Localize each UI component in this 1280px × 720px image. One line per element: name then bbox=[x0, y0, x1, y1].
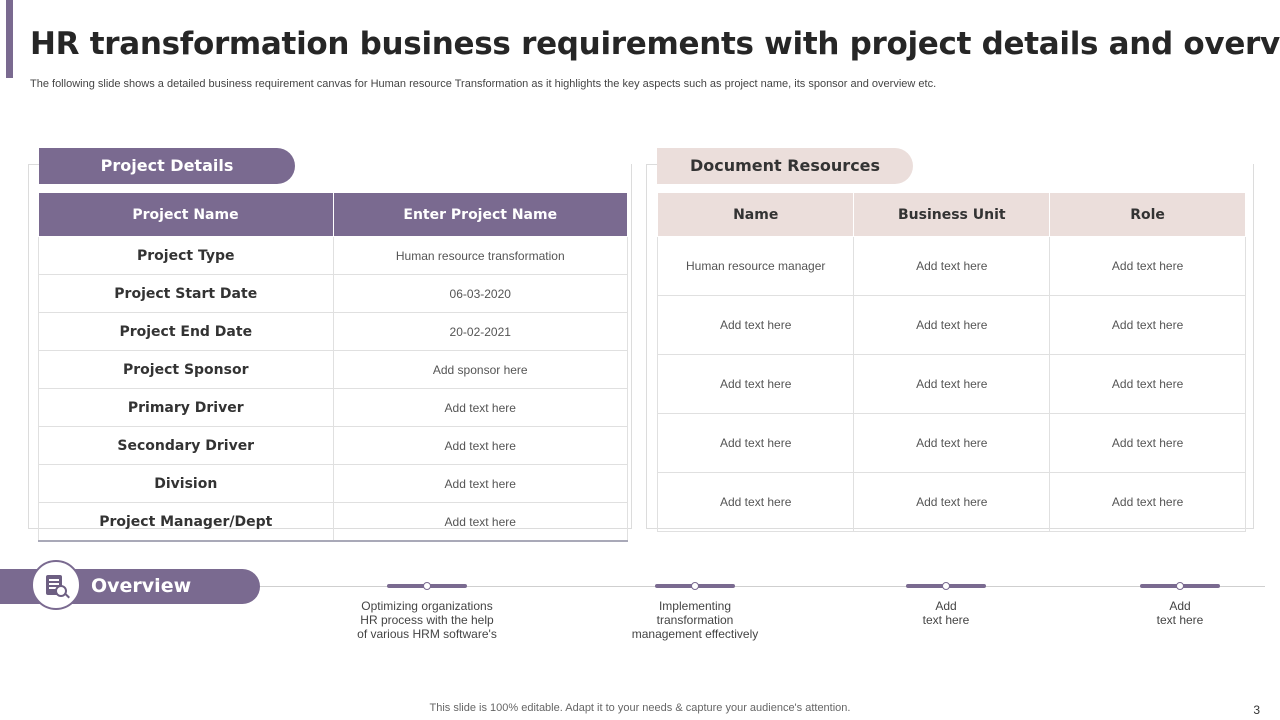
table-row: Division Add text here bbox=[38, 464, 628, 503]
table-row: Add text here Add text here Add text her… bbox=[656, 472, 1246, 532]
project-type-label: Project Type bbox=[38, 236, 334, 275]
project-sponsor-value[interactable]: Add sponsor here bbox=[332, 350, 628, 389]
project-details-table: Project Name Enter Project Name Project … bbox=[38, 192, 628, 542]
footer-note: This slide is 100% editable. Adapt it to… bbox=[429, 702, 851, 714]
column-header-role: Role bbox=[1049, 192, 1246, 237]
column-header-name: Name bbox=[656, 192, 855, 237]
project-end-date-value[interactable]: 20-02-2021 bbox=[332, 312, 628, 351]
table-row: Add text here Add text here Add text her… bbox=[656, 295, 1246, 355]
table-row: Project End Date 20-02-2021 bbox=[38, 312, 628, 351]
column-header-business-unit: Business Unit bbox=[853, 192, 1051, 237]
overview-item-text[interactable]: Add text here bbox=[1156, 599, 1204, 627]
document-resources-header-row: Name Business Unit Role bbox=[656, 192, 1246, 237]
project-start-date-value[interactable]: 06-03-2020 bbox=[332, 274, 628, 313]
table-cell[interactable]: Add text here bbox=[1049, 295, 1246, 355]
project-end-date-label: Project End Date bbox=[38, 312, 334, 351]
project-details-header-row: Project Name Enter Project Name bbox=[38, 192, 628, 237]
table-cell[interactable]: Add text here bbox=[656, 295, 855, 355]
secondary-driver-label: Secondary Driver bbox=[38, 426, 334, 465]
table-cell[interactable]: Add text here bbox=[656, 354, 855, 414]
project-type-value[interactable]: Human resource transformation bbox=[332, 236, 628, 275]
table-row: Secondary Driver Add text here bbox=[38, 426, 628, 465]
table-cell[interactable]: Add text here bbox=[1049, 236, 1246, 296]
project-manager-value[interactable]: Add text here bbox=[332, 502, 628, 542]
division-value[interactable]: Add text here bbox=[332, 464, 628, 503]
table-row: Add text here Add text here Add text her… bbox=[656, 354, 1246, 414]
project-start-date-label: Project Start Date bbox=[38, 274, 334, 313]
table-cell[interactable]: Add text here bbox=[656, 413, 855, 473]
document-resources-table: Name Business Unit Role Human resource m… bbox=[656, 192, 1246, 532]
table-cell[interactable]: Add text here bbox=[853, 413, 1051, 473]
overview-milestone-marker bbox=[906, 582, 986, 590]
secondary-driver-value[interactable]: Add text here bbox=[332, 426, 628, 465]
overview-heading: Overview bbox=[91, 575, 192, 597]
table-row: Project Sponsor Add sponsor here bbox=[38, 350, 628, 389]
project-manager-label: Project Manager/Dept bbox=[38, 502, 334, 542]
page-number: 3 bbox=[1253, 703, 1260, 717]
table-row: Project Start Date 06-03-2020 bbox=[38, 274, 628, 313]
table-row: Primary Driver Add text here bbox=[38, 388, 628, 427]
page-subtitle: The following slide shows a detailed bus… bbox=[30, 78, 937, 90]
table-row: Project Manager/Dept Add text here bbox=[38, 502, 628, 542]
table-cell[interactable]: Add text here bbox=[1049, 354, 1246, 414]
table-row: Human resource manager Add text here Add… bbox=[656, 236, 1246, 296]
primary-driver-label: Primary Driver bbox=[38, 388, 334, 427]
title-accent-bar bbox=[6, 0, 13, 78]
overview-item-text[interactable]: Optimizing organizations HR process with… bbox=[357, 599, 497, 641]
project-name-label: Project Name bbox=[38, 192, 334, 237]
table-cell[interactable]: Add text here bbox=[656, 472, 855, 532]
project-details-heading: Project Details bbox=[39, 148, 295, 184]
overview-item-text[interactable]: Implementing transformation management e… bbox=[631, 599, 759, 641]
project-name-value[interactable]: Enter Project Name bbox=[333, 192, 628, 237]
table-cell[interactable]: Add text here bbox=[1049, 472, 1246, 532]
table-row: Add text here Add text here Add text her… bbox=[656, 413, 1246, 473]
project-sponsor-label: Project Sponsor bbox=[38, 350, 334, 389]
table-cell[interactable]: Add text here bbox=[853, 236, 1051, 296]
table-cell[interactable]: Add text here bbox=[853, 295, 1051, 355]
table-cell[interactable]: Human resource manager bbox=[656, 236, 855, 296]
overview-icon-badge bbox=[31, 560, 81, 610]
table-cell[interactable]: Add text here bbox=[853, 472, 1051, 532]
overview-milestone-marker bbox=[1140, 582, 1220, 590]
overview-timeline-line bbox=[255, 586, 1265, 587]
table-cell[interactable]: Add text here bbox=[1049, 413, 1246, 473]
table-cell[interactable]: Add text here bbox=[853, 354, 1051, 414]
table-row: Project Type Human resource transformati… bbox=[38, 236, 628, 275]
document-resources-heading: Document Resources bbox=[657, 148, 913, 184]
overview-milestone-marker bbox=[655, 582, 735, 590]
primary-driver-value[interactable]: Add text here bbox=[332, 388, 628, 427]
overview-item-text[interactable]: Add text here bbox=[922, 599, 970, 627]
overview-milestone-marker bbox=[387, 582, 467, 590]
page-title: HR transformation business requirements … bbox=[30, 26, 1280, 62]
division-label: Division bbox=[38, 464, 334, 503]
document-search-icon bbox=[46, 573, 67, 597]
